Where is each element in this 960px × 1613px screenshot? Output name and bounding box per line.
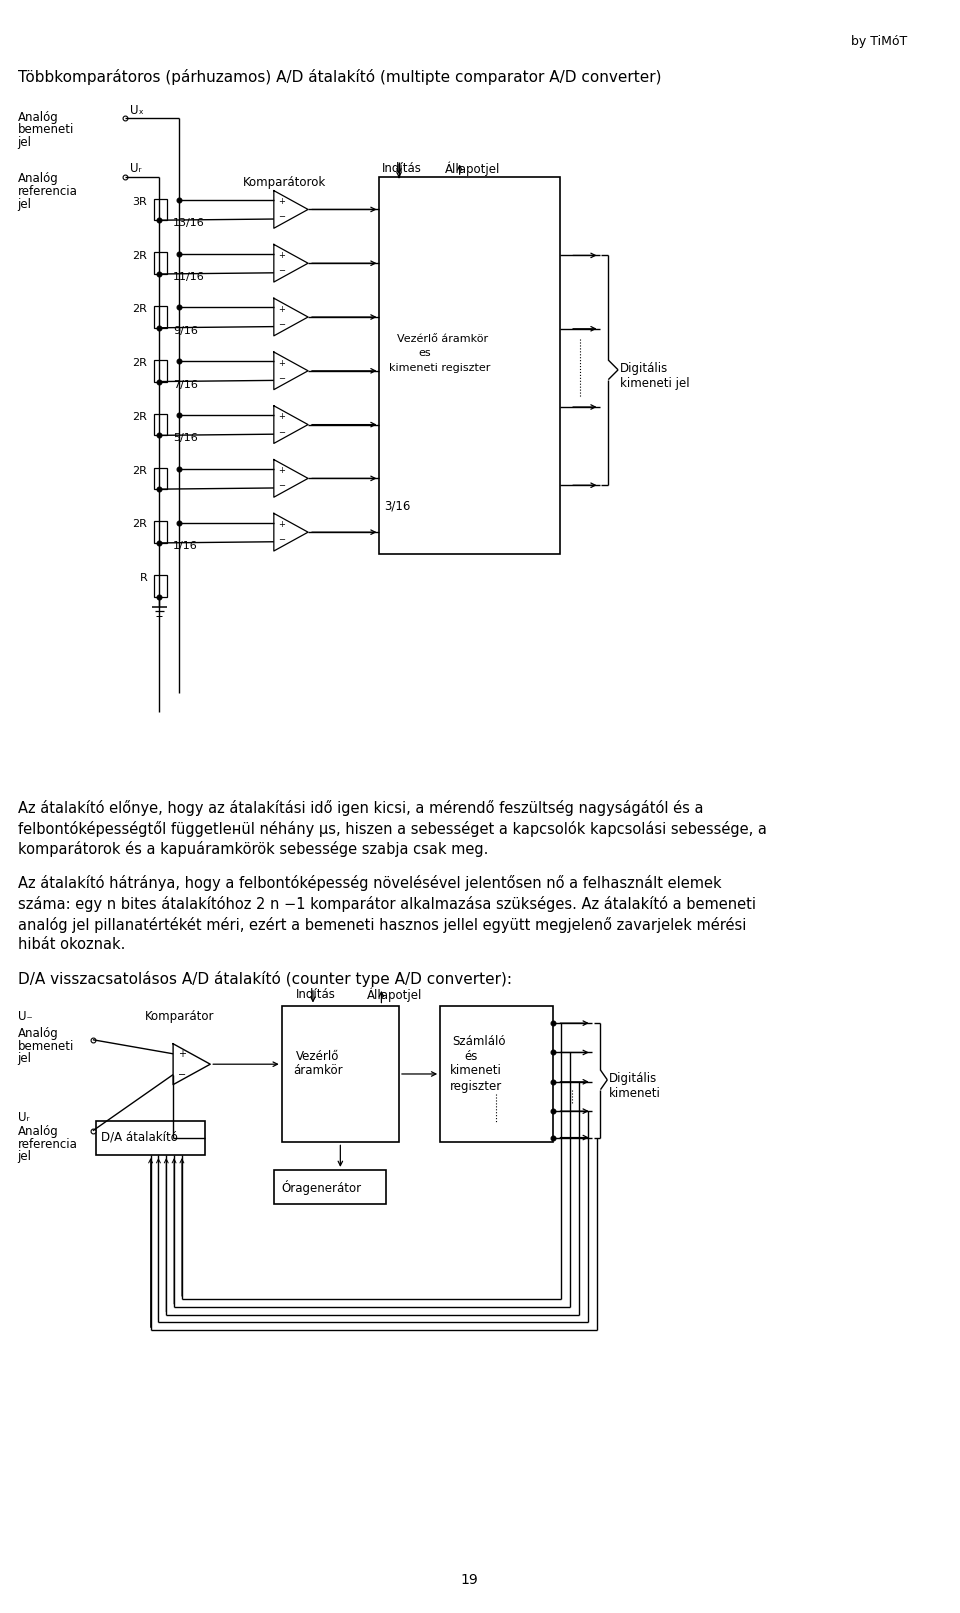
- Text: U₋: U₋: [17, 1010, 33, 1023]
- Text: 2R: 2R: [132, 519, 147, 529]
- Bar: [154, 360, 167, 382]
- Text: −: −: [277, 482, 285, 490]
- Text: Uᵣ: Uᵣ: [130, 161, 141, 174]
- Text: 2R: 2R: [132, 305, 147, 315]
- Text: −: −: [277, 536, 285, 544]
- Text: +: +: [277, 413, 284, 421]
- Text: bemeneti: bemeneti: [17, 123, 74, 137]
- Text: referencia: referencia: [17, 185, 78, 198]
- Text: 2R: 2R: [132, 411, 147, 423]
- Bar: [154, 198, 167, 221]
- Text: 11/16: 11/16: [173, 273, 204, 282]
- Text: Számláló: Számláló: [452, 1036, 505, 1048]
- Text: komparátorok és a kapuáramkörök sebessége szabja csak meg.: komparátorok és a kapuáramkörök sebesség…: [17, 842, 488, 857]
- Text: analóg jel pillanatértékét méri, ezért a bemeneti hasznos jellel együtt megjelen: analóg jel pillanatértékét méri, ezért a…: [17, 916, 746, 932]
- Text: 2R: 2R: [132, 250, 147, 261]
- Text: Állapotjel: Állapotjel: [445, 161, 500, 176]
- Text: Óragenerátor: Óragenerátor: [281, 1179, 362, 1195]
- Text: Digitális: Digitális: [620, 361, 668, 374]
- Text: R: R: [140, 573, 148, 584]
- Bar: [281, 1005, 399, 1142]
- Text: hibát okoznak.: hibát okoznak.: [17, 937, 125, 952]
- Text: 2R: 2R: [132, 466, 147, 476]
- Text: 7/16: 7/16: [173, 379, 198, 390]
- Text: +: +: [178, 1048, 186, 1058]
- Text: száma: egy n bites átalakítóhoz 2 n −1 komparátor alkalmazása szükséges. Az átal: száma: egy n bites átalakítóhoz 2 n −1 k…: [17, 895, 756, 911]
- Bar: [440, 1005, 553, 1142]
- Text: 3/16: 3/16: [384, 500, 411, 513]
- Text: +: +: [277, 358, 284, 368]
- Text: Indítás: Indítás: [297, 987, 336, 1002]
- Text: 1/16: 1/16: [173, 540, 198, 552]
- Text: −: −: [178, 1069, 186, 1079]
- Text: kimeneti jel: kimeneti jel: [620, 377, 689, 390]
- Text: kimeneti regiszter: kimeneti regiszter: [389, 363, 491, 373]
- Bar: [154, 468, 167, 489]
- Text: Az átalakító előnye, hogy az átalakítási idő igen kicsi, a mérendő feszültség n: Az átalakító előnye, hogy az átalakítási…: [17, 800, 703, 816]
- Text: Komparátorok: Komparátorok: [243, 176, 325, 189]
- Text: és: és: [465, 1050, 478, 1063]
- Text: bemeneti: bemeneti: [17, 1040, 74, 1053]
- Text: Vezérlő: Vezérlő: [297, 1050, 340, 1063]
- Bar: [154, 253, 167, 274]
- Text: +: +: [277, 466, 284, 476]
- Text: 9/16: 9/16: [173, 326, 198, 336]
- Text: jel: jel: [17, 198, 32, 211]
- Text: jel: jel: [17, 135, 32, 148]
- Text: 5/16: 5/16: [173, 434, 198, 444]
- Text: +: +: [277, 252, 284, 260]
- Text: −: −: [277, 374, 285, 382]
- Text: D/A átalakító: D/A átalakító: [101, 1131, 178, 1144]
- Text: Digitális: Digitális: [610, 1073, 658, 1086]
- Bar: [154, 415, 167, 436]
- Text: +: +: [277, 519, 284, 529]
- Text: es: es: [419, 348, 431, 358]
- Text: 2R: 2R: [132, 358, 147, 368]
- Text: Analóg: Analóg: [17, 173, 59, 185]
- Text: −: −: [277, 266, 285, 276]
- Text: −: −: [277, 213, 285, 221]
- Bar: [379, 177, 561, 553]
- Text: Indítás: Indítás: [381, 161, 421, 174]
- Text: 19: 19: [461, 1573, 478, 1587]
- Text: felbontóképességtől függetlенül néhány μs, hiszen a sebességet a kapcsolók kapcs: felbontóképességtől függetlенül néhány μ…: [17, 821, 766, 837]
- Bar: [274, 1169, 386, 1203]
- Text: kimeneti: kimeneti: [450, 1065, 502, 1077]
- Text: áramkör: áramkör: [294, 1065, 343, 1077]
- Text: +: +: [277, 197, 284, 206]
- Text: −: −: [277, 427, 285, 437]
- Text: jel: jel: [17, 1052, 32, 1066]
- Bar: [154, 306, 167, 327]
- Text: Komparátor: Komparátor: [145, 1010, 214, 1023]
- Text: Uₓ: Uₓ: [130, 103, 144, 116]
- Bar: [154, 576, 167, 597]
- Text: 3R: 3R: [132, 197, 147, 206]
- Text: D/A visszacsatolásos A/D átalakító (counter type A/D converter):: D/A visszacsatolásos A/D átalakító (coun…: [17, 971, 512, 987]
- Text: Analóg: Analóg: [17, 1124, 59, 1137]
- Text: by TiMóT: by TiMóT: [851, 35, 907, 48]
- Text: Az átalakító hátránya, hogy a felbontóképesség növelésével jelentősen nő a felha: Az átalakító hátránya, hogy a felbontóké…: [17, 876, 721, 892]
- Text: Analóg: Analóg: [17, 1027, 59, 1040]
- Text: +: +: [277, 305, 284, 315]
- Text: Vezérlő áramkör: Vezérlő áramkör: [397, 334, 489, 344]
- Bar: [96, 1121, 205, 1155]
- Text: 13/16: 13/16: [173, 218, 204, 229]
- Text: regiszter: regiszter: [450, 1079, 502, 1094]
- Text: Analóg: Analóg: [17, 111, 59, 124]
- Text: Állapotjel: Állapotjel: [367, 987, 422, 1002]
- Text: Uᵣ: Uᵣ: [17, 1111, 29, 1124]
- Text: kimeneti: kimeneti: [610, 1087, 661, 1100]
- Text: Többkomparátoros (párhuzamos) A/D átalakító (multipte comparator A/D converter): Többkomparátoros (párhuzamos) A/D átalak…: [17, 69, 661, 84]
- Bar: [154, 521, 167, 544]
- Text: jel: jel: [17, 1150, 32, 1163]
- Text: −: −: [277, 319, 285, 329]
- Text: referencia: referencia: [17, 1137, 78, 1150]
